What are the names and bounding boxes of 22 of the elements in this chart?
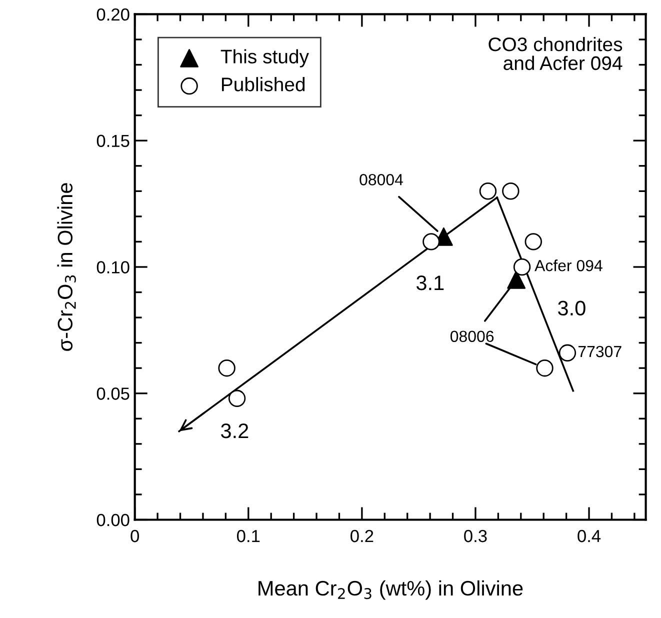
y-tick-label: 0.00 (96, 514, 130, 526)
x-axis-title: Mean Cr$_{2}$O$_{3}$ (wt%) in Olivine (258, 580, 523, 600)
y-tick-label: 0.10 (96, 261, 130, 274)
y-tick-label: 0.05 (96, 388, 130, 400)
y-tick-label: 0.20 (96, 8, 130, 21)
annotation: Acfer 094 (534, 260, 602, 272)
x-tick-label: 0.1 (237, 530, 260, 542)
legend-label: Published (222, 77, 305, 92)
x-tick-label: 0.4 (578, 530, 601, 542)
y-tick-label: 0.15 (96, 134, 130, 148)
annotation: 3.1 (416, 276, 444, 290)
annotation: 08004 (360, 174, 403, 186)
annotation: CO3 chondrites and Acfer 094 (488, 36, 622, 70)
annotation: 08006 (450, 330, 494, 342)
x-tick-label: 0 (130, 530, 139, 542)
y-axis-title: σ-Cr$_{2}$O$_{3}$ in Olivine (57, 183, 76, 351)
annotation: 3.0 (558, 300, 586, 316)
x-tick-label: 0.2 (350, 530, 374, 542)
annotation: 3.2 (220, 424, 248, 438)
x-tick-label: 0.3 (464, 530, 487, 542)
legend-label: This study (220, 49, 309, 68)
annotation: 77307 (578, 346, 622, 358)
